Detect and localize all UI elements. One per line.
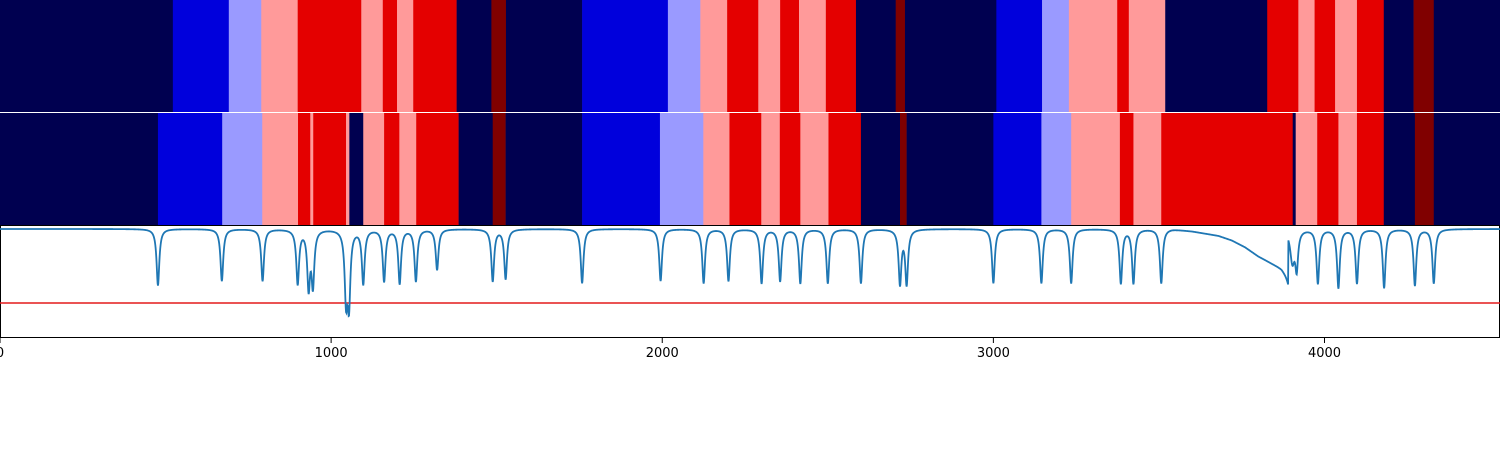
segment-pink	[397, 0, 414, 112]
segment-blue	[993, 113, 1042, 225]
segment-blue	[582, 0, 669, 112]
segment-navy	[855, 0, 896, 112]
segment-red	[780, 0, 800, 112]
segment-pink	[1298, 0, 1315, 112]
segment-navy	[505, 113, 583, 225]
segment-navy	[458, 113, 494, 225]
segment-blue	[996, 0, 1043, 112]
segment-pink	[363, 113, 385, 225]
segment-pink	[361, 0, 384, 112]
segment-navy	[860, 113, 901, 225]
segmentation-track-2	[0, 113, 1500, 225]
segment-pink	[799, 0, 827, 112]
segment-pink	[703, 113, 730, 225]
segment-blue	[172, 0, 230, 112]
segment-pink	[1338, 113, 1358, 225]
segment-lightblue	[667, 0, 701, 112]
segment-pink	[1335, 0, 1358, 112]
segment-pink	[800, 113, 829, 225]
x-tick-label: 2000	[646, 346, 679, 361]
x-axis: 0 1000 2000 3000 4000	[0, 338, 1341, 361]
segment-darkred	[900, 113, 907, 225]
signal-panel-background	[0, 225, 1500, 338]
x-tick-label: 1000	[315, 346, 348, 361]
segment-red	[416, 113, 459, 225]
segment-pink	[399, 113, 417, 225]
segment-navy	[1292, 113, 1296, 225]
segment-navy	[1165, 0, 1268, 112]
segment-red	[298, 113, 311, 225]
segment-red	[1117, 0, 1130, 112]
segment-pink	[1068, 0, 1118, 112]
segment-lightblue	[222, 113, 263, 225]
segment-lightblue	[228, 0, 262, 112]
segment-red	[1356, 113, 1385, 225]
segment-blue	[157, 113, 223, 225]
segment-lightblue	[659, 113, 704, 225]
segment-red	[1356, 0, 1385, 112]
segment-pink	[1295, 113, 1318, 225]
segment-navy	[0, 113, 159, 225]
segment-navy	[1383, 113, 1416, 225]
segment-red	[1161, 113, 1294, 225]
segment-navy	[456, 0, 492, 112]
segment-pink	[1128, 0, 1166, 112]
segment-navy	[505, 0, 583, 112]
segment-darkred	[491, 0, 507, 112]
segment-lightblue	[1041, 113, 1072, 225]
segmentation-track-1	[0, 0, 1500, 112]
segment-darkred	[895, 0, 906, 112]
x-tick-label: 0	[0, 346, 4, 361]
segment-red	[1314, 0, 1336, 112]
segment-pink	[758, 0, 781, 112]
segment-red	[382, 0, 398, 112]
segment-red	[413, 0, 457, 112]
segment-red	[313, 113, 347, 225]
segment-red	[384, 113, 400, 225]
segment-pink	[700, 0, 728, 112]
segment-pink	[310, 113, 314, 225]
segment-red	[727, 0, 759, 112]
segment-navy	[0, 0, 174, 112]
segment-red	[1267, 0, 1299, 112]
segment-red	[1317, 113, 1339, 225]
segment-navy	[906, 113, 994, 225]
segment-lightblue	[1042, 0, 1070, 112]
segment-red	[828, 113, 862, 225]
segment-darkred	[492, 113, 506, 225]
segment-navy	[1433, 0, 1500, 112]
segment-pink	[262, 113, 299, 225]
segment-pink	[346, 113, 350, 225]
signal-line	[0, 228, 1500, 318]
x-tick-label: 3000	[977, 346, 1010, 361]
x-tick-label: 4000	[1308, 346, 1341, 361]
signal-panel	[0, 225, 1500, 338]
segment-navy	[1433, 113, 1500, 225]
segment-darkred	[1414, 113, 1435, 225]
segment-navy	[349, 113, 364, 225]
segment-navy	[1383, 0, 1414, 112]
segment-pink	[1071, 113, 1121, 225]
segment-red	[729, 113, 762, 225]
segment-red	[779, 113, 801, 225]
segment-red	[297, 0, 362, 112]
segment-pink	[761, 113, 781, 225]
segment-navy	[904, 0, 997, 112]
segment-pink	[261, 0, 298, 112]
segment-pink	[1133, 113, 1162, 225]
segment-darkred	[1413, 0, 1435, 112]
segment-red	[825, 0, 857, 112]
segment-red	[1119, 113, 1134, 225]
segment-blue	[582, 113, 661, 225]
